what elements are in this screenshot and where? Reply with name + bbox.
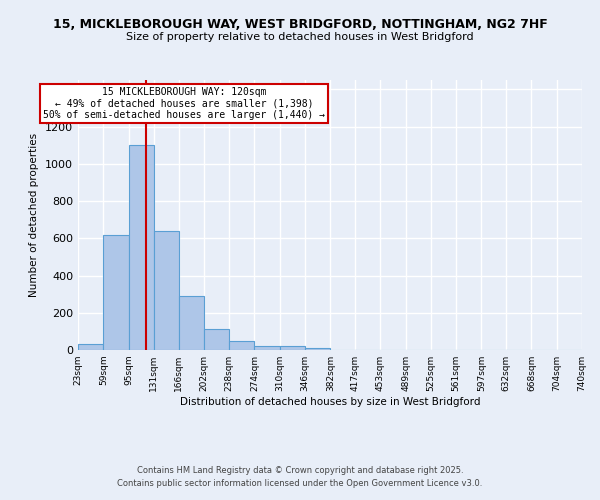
Text: Size of property relative to detached houses in West Bridgford: Size of property relative to detached ho… [126, 32, 474, 42]
Bar [154, 231, 179, 350]
Text: Contains HM Land Registry data © Crown copyright and database right 2025.
Contai: Contains HM Land Registry data © Crown c… [118, 466, 482, 487]
Text: 15, MICKLEBOROUGH WAY, WEST BRIDGFORD, NOTTINGHAM, NG2 7HF: 15, MICKLEBOROUGH WAY, WEST BRIDGFORD, N… [53, 18, 547, 30]
Bar [280, 346, 305, 350]
Bar [78, 344, 103, 350]
Bar [229, 341, 254, 350]
Text: 15 MICKLEBOROUGH WAY: 120sqm
← 49% of detached houses are smaller (1,398)
50% of: 15 MICKLEBOROUGH WAY: 120sqm ← 49% of de… [43, 87, 325, 120]
Bar [128, 145, 154, 350]
Bar [103, 234, 128, 350]
Bar [305, 348, 331, 350]
Y-axis label: Number of detached properties: Number of detached properties [29, 133, 40, 297]
X-axis label: Distribution of detached houses by size in West Bridgford: Distribution of detached houses by size … [180, 397, 480, 407]
Bar [179, 296, 204, 350]
Bar [204, 328, 229, 350]
Bar [254, 346, 280, 350]
